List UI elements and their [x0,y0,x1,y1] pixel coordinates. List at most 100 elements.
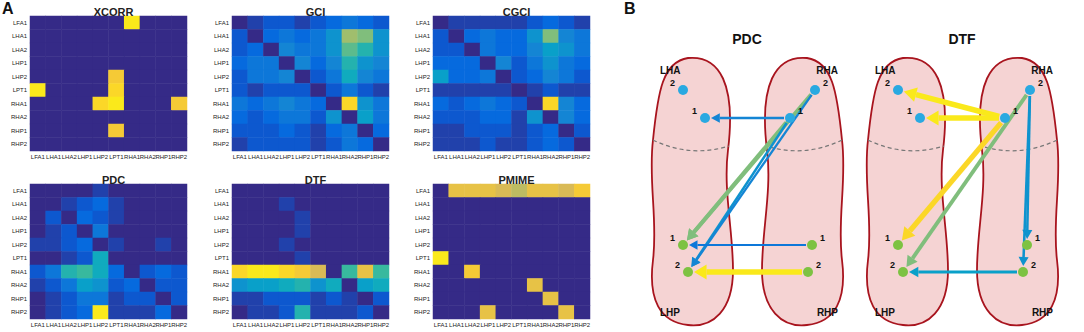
svg-text:LHA1: LHA1 [449,322,465,328]
svg-text:RHP2: RHP2 [213,141,230,147]
svg-text:LPT1: LPT1 [13,87,28,93]
svg-text:RHP1: RHP1 [357,154,374,160]
svg-text:LFA1: LFA1 [434,154,449,160]
svg-text:1: 1 [885,233,890,243]
svg-text:LPT1: LPT1 [512,154,527,160]
svg-text:2: 2 [890,260,895,270]
svg-text:LFA1: LFA1 [215,20,230,26]
svg-text:DTF: DTF [948,31,976,47]
svg-text:RHA2: RHA2 [342,154,359,160]
svg-text:LPT1: LPT1 [311,154,326,160]
svg-text:RHP2: RHP2 [373,322,390,328]
svg-text:LHA2: LHA2 [465,322,481,328]
svg-text:RHP2: RHP2 [171,322,188,328]
svg-text:PDC: PDC [732,31,762,47]
svg-text:RHP2: RHP2 [373,154,390,160]
svg-text:2: 2 [1031,260,1036,270]
svg-text:LHP2: LHP2 [93,154,109,160]
svg-text:LFA1: LFA1 [233,154,248,160]
svg-text:RHA2: RHA2 [140,154,157,160]
svg-text:RHA2: RHA2 [543,322,560,328]
svg-text:LHA1: LHA1 [248,154,264,160]
svg-text:LPT1: LPT1 [416,87,431,93]
svg-text:1: 1 [907,106,912,116]
svg-text:RHP2: RHP2 [11,309,28,315]
svg-text:LHA1: LHA1 [248,322,264,328]
svg-text:RHP1: RHP1 [558,322,575,328]
svg-text:LPT1: LPT1 [215,87,230,93]
svg-text:RHA: RHA [1031,65,1053,76]
svg-text:RHA1: RHA1 [414,269,431,275]
svg-text:LHA1: LHA1 [415,201,431,207]
svg-text:LHA1: LHA1 [12,33,28,39]
svg-text:RHA2: RHA2 [213,114,230,120]
svg-text:LFA1: LFA1 [215,188,230,194]
svg-text:LHP1: LHP1 [279,322,295,328]
svg-text:RHA2: RHA2 [543,154,560,160]
svg-text:RHP2: RHP2 [574,322,591,328]
svg-text:LHA1: LHA1 [46,322,62,328]
svg-text:RHP1: RHP1 [213,128,230,134]
svg-text:LHA1: LHA1 [46,154,62,160]
svg-text:LHP: LHP [660,307,680,318]
svg-text:RHA1: RHA1 [124,322,141,328]
svg-text:RHP2: RHP2 [11,141,28,147]
svg-text:LFA1: LFA1 [13,20,28,26]
svg-text:LPT1: LPT1 [512,322,527,328]
svg-text:2: 2 [670,78,675,88]
svg-text:LHP1: LHP1 [77,154,93,160]
svg-text:LHP1: LHP1 [415,228,431,234]
svg-text:RHP1: RHP1 [11,128,28,134]
svg-text:LHA2: LHA2 [62,322,78,328]
svg-text:LFA1: LFA1 [13,188,28,194]
svg-text:LHP2: LHP2 [496,322,512,328]
svg-text:LFA1: LFA1 [434,322,449,328]
svg-text:1: 1 [798,106,803,116]
svg-text:RHP: RHP [817,307,838,318]
svg-text:LHP1: LHP1 [214,228,230,234]
svg-text:RHA1: RHA1 [326,154,343,160]
svg-text:LHA2: LHA2 [415,47,431,53]
svg-text:LHP2: LHP2 [415,74,431,80]
svg-text:DTF: DTF [305,174,327,186]
svg-text:RHA2: RHA2 [213,282,230,288]
svg-text:B: B [624,0,636,17]
svg-text:2: 2 [1038,78,1043,88]
svg-text:RHA1: RHA1 [213,269,230,275]
svg-text:RHA1: RHA1 [213,101,230,107]
svg-text:LHP1: LHP1 [12,60,28,66]
svg-text:2: 2 [675,260,680,270]
svg-text:LHP1: LHP1 [415,60,431,66]
svg-text:1: 1 [692,106,697,116]
svg-text:RHA2: RHA2 [11,114,28,120]
svg-text:LHP2: LHP2 [415,242,431,248]
svg-text:RHA1: RHA1 [326,322,343,328]
svg-text:LPT1: LPT1 [416,255,431,261]
svg-text:LHA2: LHA2 [214,47,230,53]
svg-text:LHA: LHA [660,65,681,76]
svg-text:LHA: LHA [875,65,896,76]
svg-text:2: 2 [816,260,821,270]
svg-text:LPT1: LPT1 [109,154,124,160]
svg-text:CGCI: CGCI [503,6,531,18]
svg-text:1: 1 [1013,106,1018,116]
svg-text:RHP2: RHP2 [213,309,230,315]
svg-text:RHP1: RHP1 [155,154,172,160]
svg-text:LPT1: LPT1 [215,255,230,261]
svg-text:RHA1: RHA1 [414,101,431,107]
svg-text:RHP2: RHP2 [574,154,591,160]
svg-text:LHA1: LHA1 [214,201,230,207]
svg-text:RHA1: RHA1 [124,154,141,160]
svg-text:LHP1: LHP1 [214,60,230,66]
svg-text:LHA2: LHA2 [214,215,230,221]
svg-text:LHA1: LHA1 [214,33,230,39]
svg-text:RHA2: RHA2 [342,322,359,328]
svg-text:PDC: PDC [102,174,125,186]
svg-text:RHA2: RHA2 [140,322,157,328]
svg-text:RHA: RHA [816,65,838,76]
svg-text:1: 1 [820,233,825,243]
svg-text:RHP1: RHP1 [414,128,431,134]
svg-text:LHA1: LHA1 [449,154,465,160]
svg-text:GCI: GCI [306,6,326,18]
svg-text:1: 1 [1035,233,1040,243]
